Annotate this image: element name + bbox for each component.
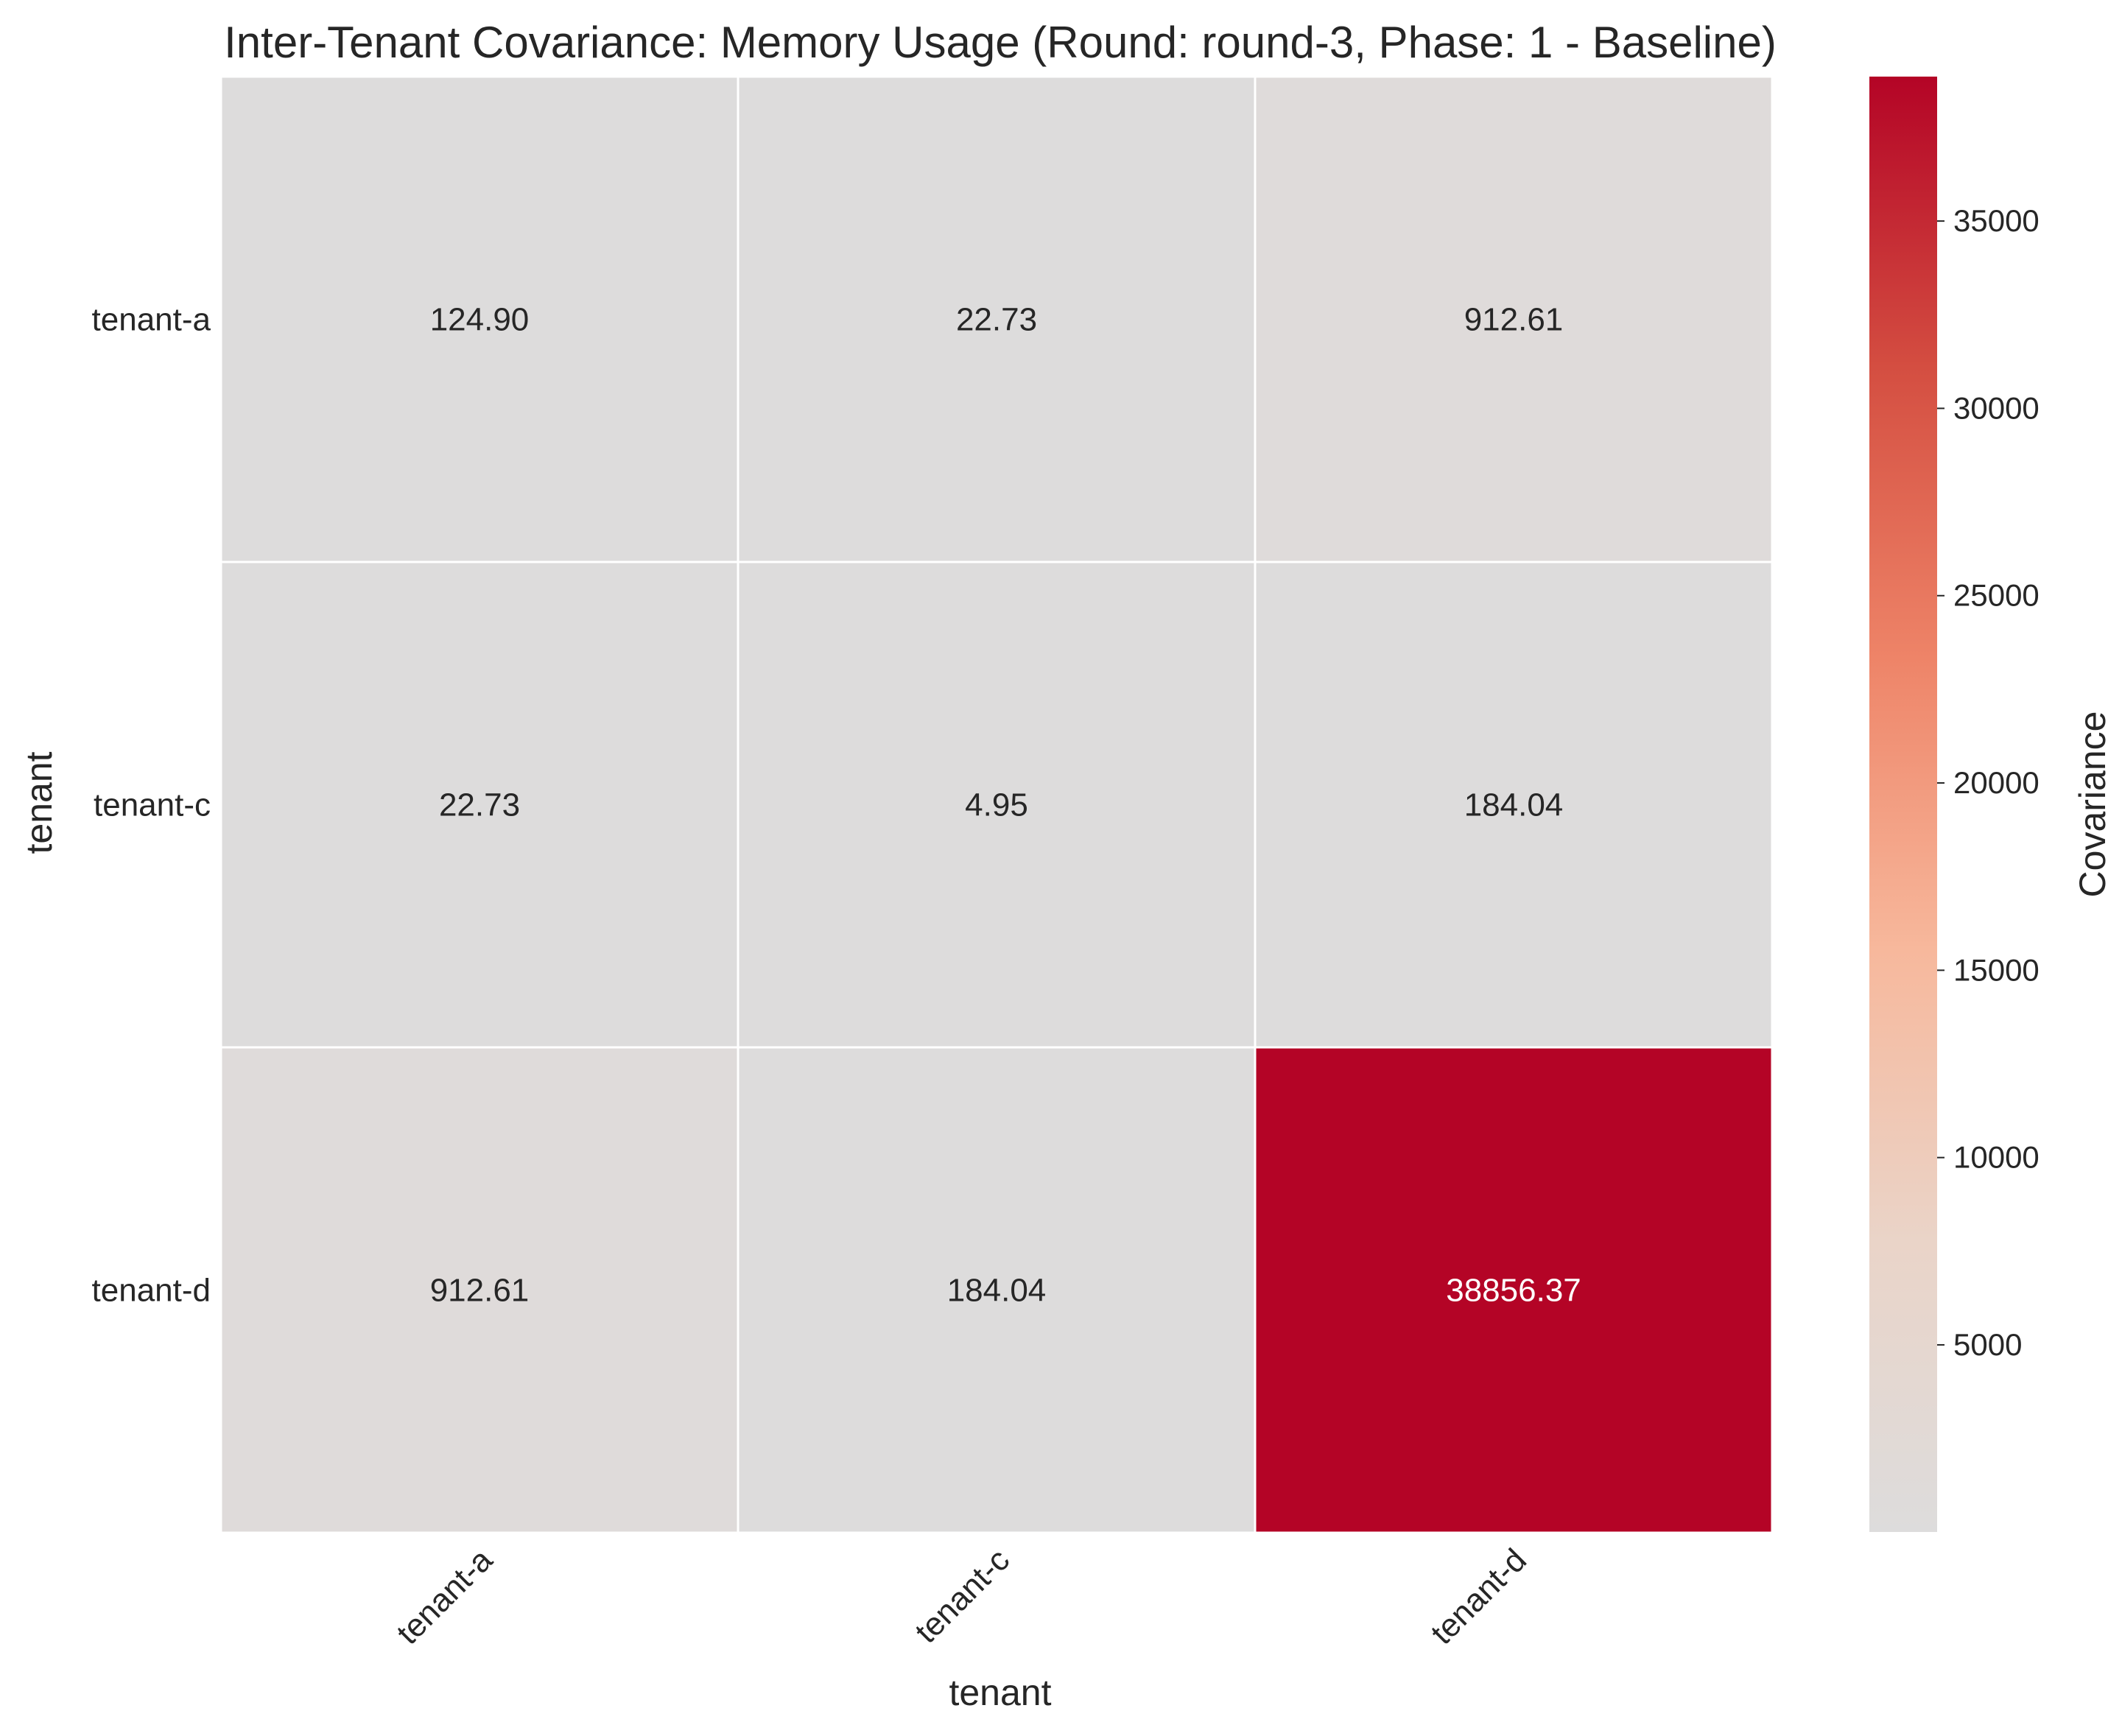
heatmap-cell (737, 560, 1257, 1049)
y-tick-labels: tenant-a tenant-c tenant-d (92, 302, 211, 1309)
y-tick-label: tenant-d (92, 1273, 211, 1309)
colorbar-tick-label: 35000 (1953, 203, 2040, 238)
colorbar (1869, 77, 1937, 1532)
chart-title: Inter-Tenant Covariance: Memory Usage (R… (224, 18, 1777, 67)
x-tick-label: tenant-c (908, 1542, 1016, 1650)
heatmap-cell (219, 75, 739, 563)
y-axis-label: tenant (18, 751, 60, 854)
colorbar-tick-label: 20000 (1953, 765, 2040, 800)
x-tick-label: tenant-d (1424, 1542, 1533, 1651)
cell-value-label: 22.73 (439, 787, 520, 823)
colorbar-tick-label: 25000 (1953, 578, 2040, 613)
colorbar-tick-label: 5000 (1953, 1327, 2022, 1362)
cell-value-label: 124.90 (430, 302, 530, 338)
cell-value-label: 38856.37 (1446, 1273, 1581, 1309)
heatmap-cell (219, 560, 739, 1049)
y-tick-label: tenant-a (92, 302, 211, 338)
colorbar-ticks: 5000 10000 15000 20000 25000 30000 35000 (1937, 203, 2040, 1362)
cell-value-label: 912.61 (430, 1273, 530, 1309)
cell-value-label: 4.95 (965, 787, 1028, 823)
cell-value-label: 22.73 (956, 302, 1037, 338)
cell-value-label: 912.61 (1464, 302, 1564, 338)
heatmap-cell-labels: 124.90 22.73 912.61 22.73 4.95 184.04 912.61 18… (430, 302, 1581, 1309)
x-tick-labels: tenant-a tenant-c tenant-d (390, 1542, 1533, 1651)
y-tick-label: tenant-c (94, 787, 211, 823)
heatmap-cell (219, 1046, 739, 1534)
colorbar-tick-label: 15000 (1953, 952, 2040, 987)
cell-value-label: 184.04 (1464, 787, 1564, 823)
heatmap-cell (1254, 1046, 1774, 1534)
heatmap-cell (737, 1046, 1257, 1534)
cell-value-label: 184.04 (947, 1273, 1047, 1309)
heatmap-cells (219, 75, 1774, 1534)
colorbar-tick-label: 10000 (1953, 1140, 2040, 1175)
heatmap-cell (737, 75, 1257, 563)
x-axis-label: tenant (949, 1672, 1051, 1713)
x-tick-label: tenant-a (390, 1542, 499, 1651)
heatmap-cell (1254, 560, 1774, 1049)
heatmap-cell (1254, 75, 1774, 563)
colorbar-tick-label: 30000 (1953, 390, 2040, 425)
colorbar-label: Covariance (2072, 711, 2113, 898)
